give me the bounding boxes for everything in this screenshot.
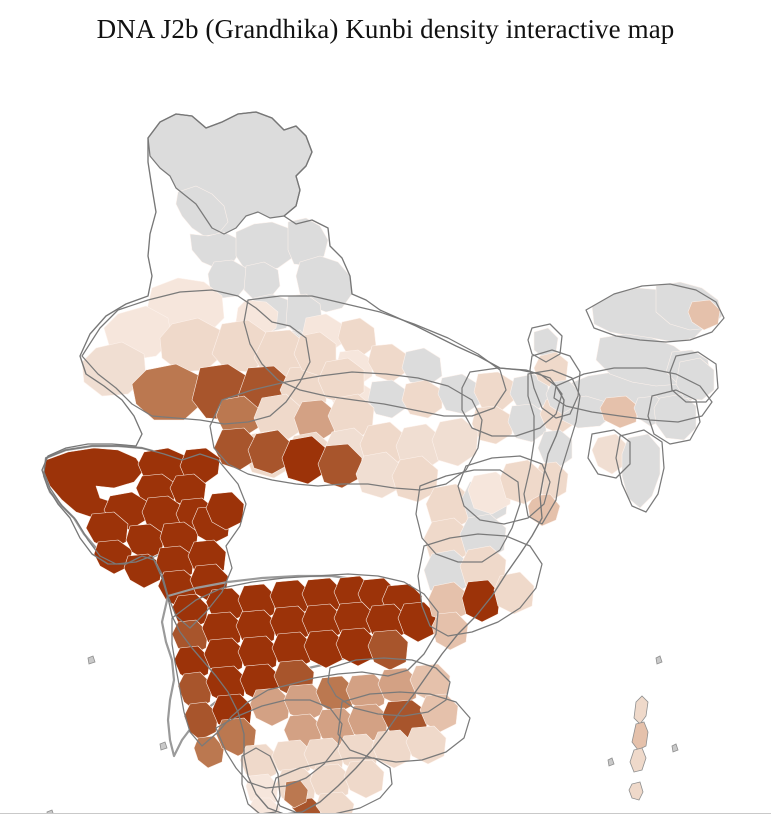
border-tripura (588, 430, 630, 478)
district-odisha-khordha[interactable] (462, 580, 500, 622)
district-odisha-6[interactable] (432, 612, 468, 650)
region-group-islands[interactable] (47, 656, 678, 814)
district-jammu[interactable] (190, 232, 240, 268)
border-maharashtra (172, 574, 438, 746)
border-up (244, 296, 506, 416)
district-bijapur[interactable] (250, 688, 290, 726)
district-mp-n-3[interactable] (254, 394, 302, 442)
india-choropleth-map[interactable] (0, 56, 771, 814)
district-kachchh[interactable] (44, 448, 144, 518)
island-speck-2[interactable] (672, 744, 678, 752)
district-dahod[interactable] (206, 492, 244, 530)
border-bihar (462, 368, 562, 436)
district-mizoram[interactable] (622, 434, 660, 508)
border-gujarat (44, 446, 246, 628)
district-rajasthan-s-1[interactable] (132, 364, 204, 420)
district-ap-2[interactable] (372, 730, 412, 768)
district-jharkhand-1[interactable] (468, 472, 512, 514)
region-group-northeast[interactable] (534, 282, 722, 508)
border-ap (338, 692, 470, 762)
district-up-2[interactable] (338, 318, 376, 356)
district-sindhudurg[interactable] (184, 702, 218, 740)
district-goa[interactable] (194, 736, 224, 768)
island-andaman-north[interactable] (634, 696, 648, 724)
district-mp-betul[interactable] (318, 444, 362, 488)
district-meghalaya-2[interactable] (600, 396, 638, 428)
region-group-maharashtra[interactable] (162, 576, 436, 768)
district-chandrapur[interactable] (398, 602, 436, 642)
district-gadchiroli[interactable] (368, 630, 408, 670)
border-jharkhand (458, 456, 550, 524)
district-up-5[interactable] (368, 344, 406, 382)
region-group-central[interactable] (82, 278, 478, 502)
border-manipur (648, 390, 700, 444)
border-ne-neck (530, 350, 580, 418)
district-prakasam[interactable] (420, 694, 458, 732)
island-speck-1[interactable] (656, 656, 662, 664)
district-bhavnagar[interactable] (126, 524, 164, 560)
district-mp-se[interactable] (392, 456, 438, 502)
border-rajasthan (82, 290, 310, 424)
district-tn-3[interactable] (344, 760, 384, 798)
district-mp-e-1[interactable] (432, 418, 478, 466)
district-mp-jabalpur[interactable] (356, 452, 402, 498)
district-up-10[interactable] (438, 374, 480, 414)
border-odisha (418, 534, 542, 636)
island-andaman-middle[interactable] (632, 722, 648, 750)
region-group-gangetic-plain[interactable] (236, 300, 574, 526)
district-latur[interactable] (304, 630, 344, 668)
district-mp-indore[interactable] (214, 428, 258, 470)
district-bihar-3[interactable] (472, 406, 512, 444)
border-chhattisgarh (416, 470, 520, 562)
region-group-gujarat[interactable] (44, 446, 244, 630)
district-mp-n-2[interactable] (216, 396, 258, 438)
district-up-9[interactable] (402, 380, 442, 418)
border-nagaland (670, 352, 718, 402)
island-lakshadweep-2[interactable] (160, 742, 167, 750)
district-nanded[interactable] (336, 628, 376, 666)
district-mp-w-dark[interactable] (282, 436, 328, 484)
district-arunachal-3[interactable] (688, 300, 720, 330)
district-wb-coastal[interactable] (528, 494, 560, 526)
border-telangana (328, 658, 450, 716)
island-speck-3[interactable] (608, 758, 614, 766)
region-group-east[interactable] (424, 460, 544, 650)
district-nagaland[interactable] (676, 358, 714, 400)
island-lakshadweep-1[interactable] (88, 656, 95, 664)
india-outline (42, 112, 564, 814)
border-mp (210, 372, 482, 490)
border-sikkim (528, 324, 562, 362)
border-arunachal (586, 284, 724, 342)
island-little-andaman[interactable] (629, 782, 643, 800)
district-punjab-2[interactable] (244, 262, 280, 300)
district-odisha-5[interactable] (494, 572, 534, 614)
district-ap-3[interactable] (406, 726, 446, 764)
district-ladakh[interactable] (148, 112, 312, 234)
district-up-6[interactable] (402, 348, 442, 386)
district-mp-ujjain[interactable] (248, 430, 292, 474)
border-mizoram (616, 430, 664, 512)
country-outline (42, 112, 564, 814)
district-mp-n-4[interactable] (294, 400, 336, 442)
district-bihar-4[interactable] (508, 404, 546, 442)
border-wb (524, 370, 580, 524)
page-title: DNA J2b (Grandhika) Kunbi density intera… (96, 14, 675, 44)
map-svg[interactable] (0, 56, 771, 814)
island-andaman-south[interactable] (630, 748, 646, 772)
district-manipur[interactable] (654, 394, 696, 440)
district-mp-n-5[interactable] (328, 394, 374, 440)
border-tn (272, 758, 392, 814)
border-kerala (242, 748, 280, 814)
border-assam (554, 368, 712, 422)
